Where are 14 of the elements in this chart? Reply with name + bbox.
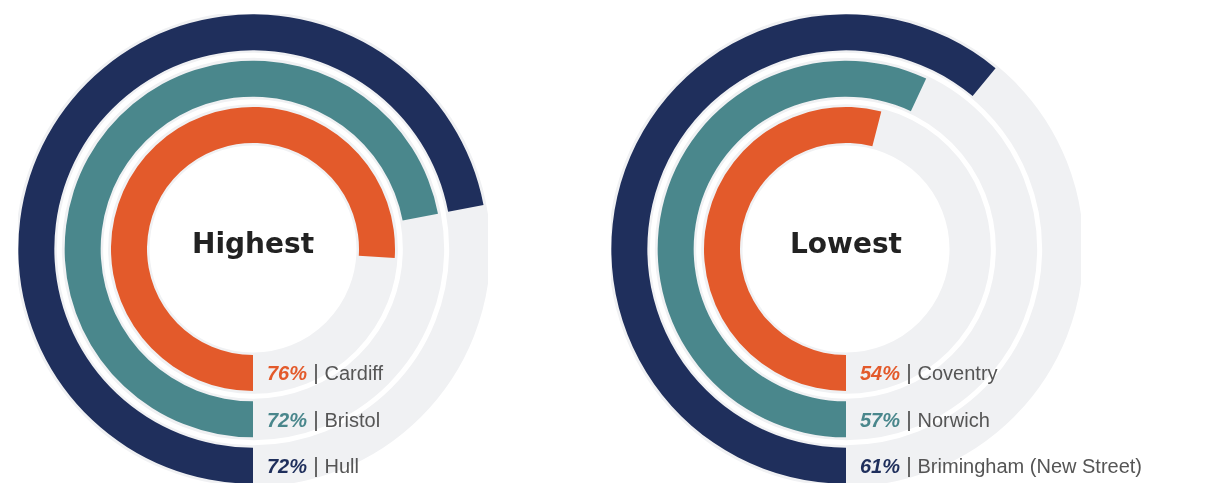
- category-label: Coventry: [917, 362, 998, 385]
- data-label: 54%: [860, 362, 901, 385]
- text: Highest: [190, 227, 316, 260]
- data-label: 57%: [860, 408, 901, 431]
- data-label: 76%: [267, 362, 308, 385]
- text: Lowest: [789, 227, 903, 260]
- data-label: 61%: [860, 454, 901, 477]
- category-label: Cardiff: [324, 362, 384, 385]
- data-label: 72%: [267, 454, 308, 477]
- category-label: Norwich: [917, 408, 990, 431]
- category-label: Hull: [324, 454, 359, 477]
- category-label: Bristol: [324, 408, 381, 431]
- data-label: 72%: [267, 408, 308, 431]
- category-label: Brimingham (New Street): [917, 454, 1143, 477]
